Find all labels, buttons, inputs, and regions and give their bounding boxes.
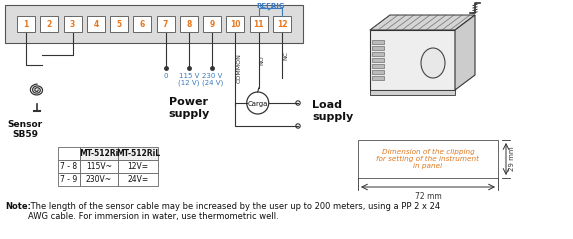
- Text: 7 - 9: 7 - 9: [60, 175, 77, 184]
- Bar: [180, 16, 198, 32]
- Text: 1: 1: [23, 20, 29, 28]
- Text: 12: 12: [277, 20, 287, 28]
- Bar: [58, 147, 80, 160]
- Text: 7 - 8: 7 - 8: [60, 162, 77, 171]
- Text: MT-512Ri: MT-512Ri: [80, 149, 119, 158]
- Bar: [5, 5, 303, 43]
- Bar: [118, 160, 158, 173]
- Text: Note:: Note:: [5, 202, 31, 211]
- Text: Load
supply: Load supply: [312, 100, 353, 122]
- Text: Dimension of the clipping
for setting of the instrument
in panel: Dimension of the clipping for setting of…: [376, 149, 480, 169]
- Bar: [370, 90, 455, 95]
- Bar: [372, 76, 384, 80]
- Bar: [250, 16, 268, 32]
- Bar: [134, 16, 151, 32]
- Bar: [372, 64, 384, 68]
- Text: 5: 5: [116, 20, 121, 28]
- Text: NO: NO: [260, 55, 265, 65]
- Bar: [40, 16, 58, 32]
- Text: COMMON: COMMON: [237, 54, 241, 83]
- Bar: [58, 173, 80, 186]
- Text: 11: 11: [253, 20, 264, 28]
- Text: 4: 4: [93, 20, 99, 28]
- Bar: [226, 16, 245, 32]
- Text: 3: 3: [70, 20, 75, 28]
- Text: 230 V
(24 V): 230 V (24 V): [202, 73, 223, 87]
- Bar: [203, 16, 221, 32]
- Text: MT-512RiL: MT-512RiL: [116, 149, 160, 158]
- Text: 2: 2: [46, 20, 52, 28]
- Text: 6: 6: [140, 20, 145, 28]
- Text: 8: 8: [186, 20, 191, 28]
- Bar: [358, 140, 498, 178]
- Text: 0: 0: [163, 73, 168, 79]
- Ellipse shape: [421, 48, 445, 78]
- Bar: [17, 16, 35, 32]
- Bar: [156, 16, 175, 32]
- Text: 10: 10: [230, 20, 241, 28]
- Bar: [372, 58, 384, 62]
- Text: The length of the sensor cable may be increased by the user up to 200 meters, us: The length of the sensor cable may be in…: [28, 202, 440, 221]
- Text: 115V~: 115V~: [86, 162, 112, 171]
- Polygon shape: [455, 15, 475, 90]
- Bar: [58, 160, 80, 173]
- Bar: [372, 40, 384, 44]
- Text: 72 mm: 72 mm: [415, 192, 441, 201]
- Text: 115 V
(12 V): 115 V (12 V): [178, 73, 199, 87]
- Text: REFRIG: REFRIG: [256, 3, 285, 9]
- Text: 9: 9: [210, 20, 215, 28]
- Text: Power
supply: Power supply: [168, 97, 210, 119]
- Bar: [80, 160, 118, 173]
- Text: 24V=: 24V=: [127, 175, 148, 184]
- Bar: [118, 173, 158, 186]
- Bar: [273, 16, 291, 32]
- Polygon shape: [370, 15, 475, 30]
- Text: 29 mm: 29 mm: [509, 147, 515, 171]
- Bar: [64, 16, 81, 32]
- Bar: [372, 52, 384, 56]
- Bar: [110, 16, 128, 32]
- Text: 230V~: 230V~: [86, 175, 112, 184]
- Bar: [372, 46, 384, 50]
- Bar: [80, 147, 118, 160]
- Bar: [372, 70, 384, 74]
- Bar: [87, 16, 105, 32]
- Text: NC: NC: [283, 50, 288, 60]
- Bar: [118, 147, 158, 160]
- Bar: [80, 173, 118, 186]
- Text: 12V=: 12V=: [127, 162, 148, 171]
- Text: Sensor
SB59: Sensor SB59: [7, 120, 42, 139]
- Text: Carga: Carga: [248, 101, 268, 107]
- Text: 7: 7: [163, 20, 168, 28]
- Polygon shape: [370, 30, 455, 90]
